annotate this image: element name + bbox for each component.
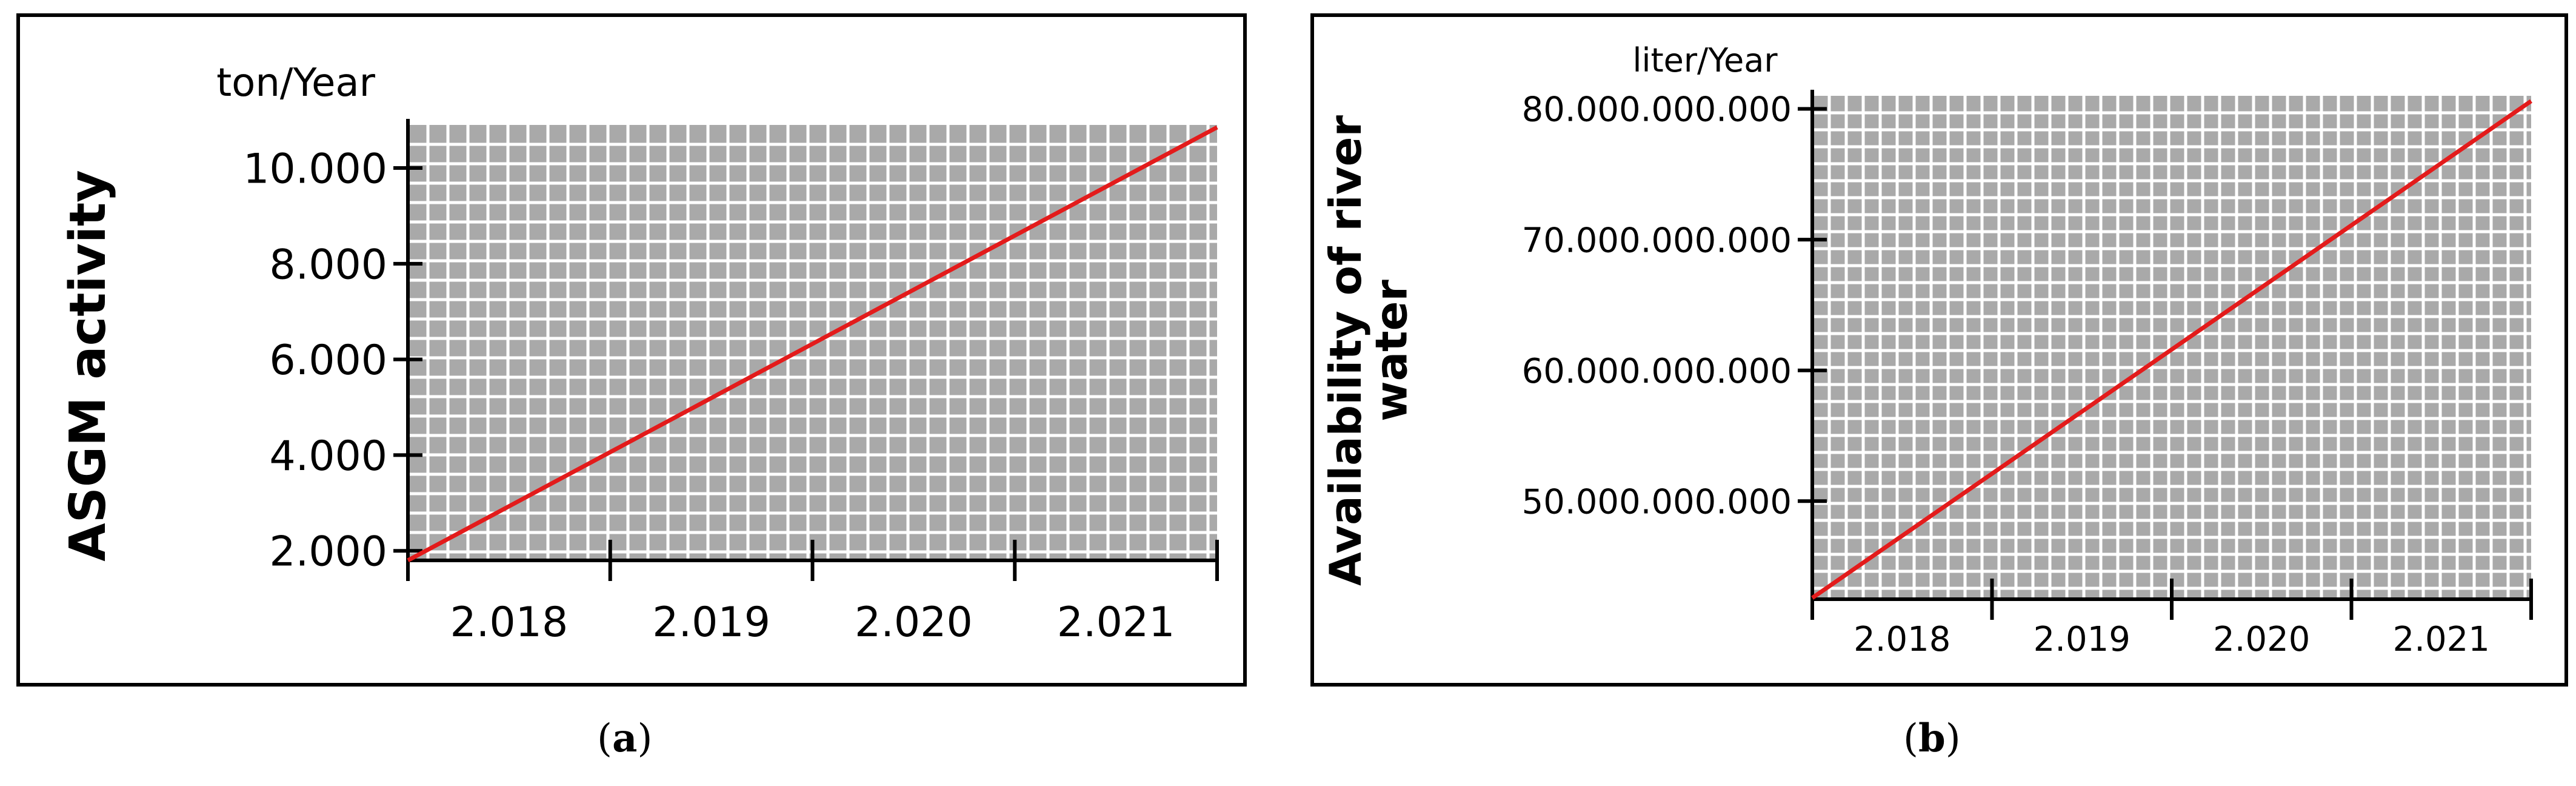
y-tick-label: 70.000.000.000	[1522, 221, 1792, 260]
y-tick-label: 4.000	[269, 432, 387, 480]
x-tick-label: 2.020	[855, 599, 973, 647]
x-tick-label: 2.019	[2034, 620, 2131, 659]
chart-panel-b: 50.000.000.000 60.000.000.000 70.000.000.0…	[1310, 13, 2568, 687]
y-axis-title: Availability of riverwater	[1320, 115, 1417, 586]
y-tick-label: 10.000	[243, 145, 387, 193]
series-line	[407, 125, 1218, 563]
chart-a-svg: 2.000 4.000 6.000 8.000 10.000 2.018 2.019 2.02…	[59, 61, 1219, 647]
caption-a: (a)	[597, 716, 653, 761]
y-tick-label: 2.000	[269, 528, 387, 576]
x-tick-label: 2.019	[652, 599, 770, 647]
x-tick-label: 2.021	[1057, 599, 1175, 647]
y-tick-label: 8.000	[269, 241, 387, 289]
unit-label: liter/Year	[1632, 41, 1778, 79]
chart-panel-a: 2.000 4.000 6.000 8.000 10.000 2.018 2.019 2.02…	[16, 13, 1247, 687]
y-axis-title: ASGM activity	[59, 170, 117, 561]
x-tick-label: 2.020	[2213, 620, 2310, 659]
x-tick-label: 2.021	[2393, 620, 2490, 659]
chart-b-svg: 50.000.000.000 60.000.000.000 70.000.000.0…	[1320, 41, 2533, 659]
y-axis-title-line: Availability of river	[1320, 115, 1371, 586]
unit-label: ton/Year	[216, 61, 376, 106]
y-axis-title-line: ASGM activity	[59, 170, 117, 561]
y-tick-label: 6.000	[269, 337, 387, 385]
x-tick-label: 2.018	[1854, 620, 1950, 659]
y-tick-label: 80.000.000.000	[1522, 90, 1792, 130]
x-tick-label: 2.018	[450, 599, 569, 647]
y-tick-label: 60.000.000.000	[1522, 352, 1792, 391]
series-line	[1811, 99, 2532, 600]
y-tick-label: 50.000.000.000	[1522, 482, 1792, 522]
caption-b: (b)	[1903, 716, 1961, 761]
y-axis-title-line: water	[1366, 280, 1417, 422]
